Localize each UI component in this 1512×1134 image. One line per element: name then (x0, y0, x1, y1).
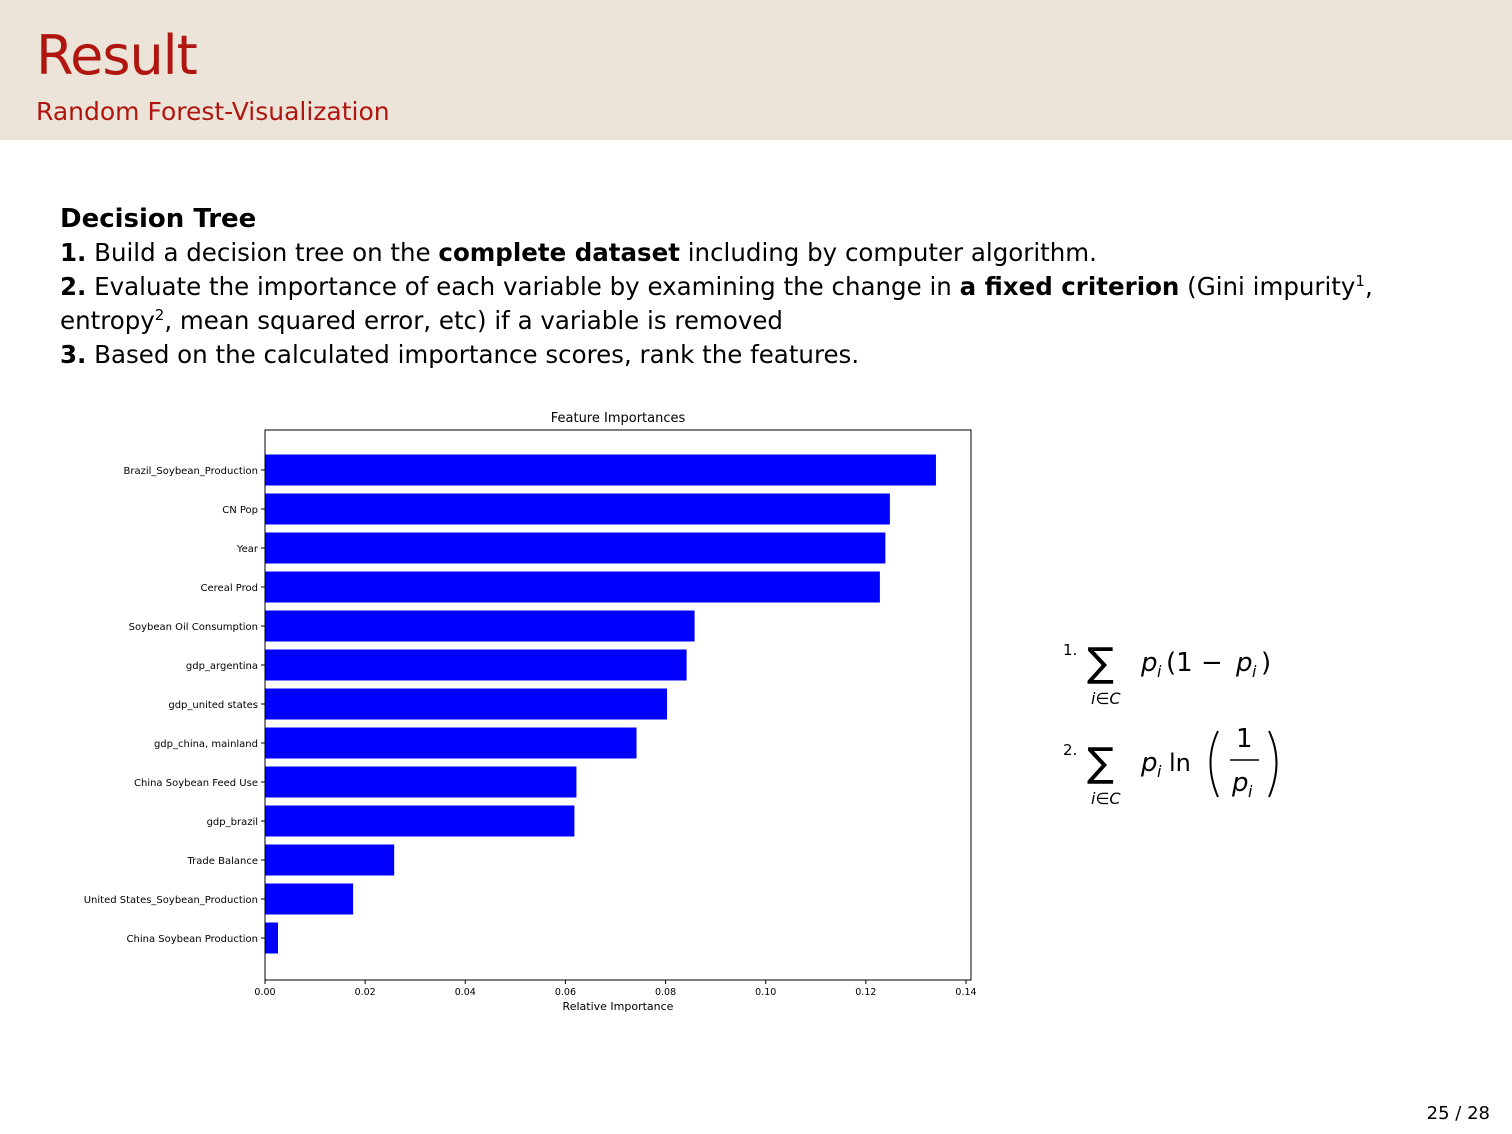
footnote-marker: 1 (1355, 271, 1365, 290)
y-tick-label: gdp_united states (168, 700, 258, 711)
item-text: entropy (60, 306, 155, 335)
formula-1-subscript2: i (1252, 662, 1257, 681)
item-bold-text: a fixed criterion (959, 272, 1180, 301)
formula-1-expr: (1 − (1166, 648, 1223, 678)
list-item-2: 2. Evaluate the importance of each varia… (60, 270, 1480, 338)
sum-symbol: ∑ (1087, 740, 1114, 786)
plot-frame (264, 429, 972, 981)
x-tick-label: 0.08 (655, 987, 676, 998)
y-tick-label: Trade Balance (187, 856, 258, 867)
formula-1-p2: p (1235, 648, 1253, 678)
bar (265, 571, 880, 603)
feature-importance-chart: Feature Importances Brazil_Soybean_Produc… (40, 398, 990, 1027)
formula-1-number: 1. (1063, 641, 1077, 659)
bar (265, 532, 886, 564)
y-tick-label: Brazil_Soybean_Production (124, 466, 258, 477)
formula-2-numerator: 1 (1236, 724, 1253, 754)
x-tick-label: 0.06 (555, 987, 576, 998)
item-bold-text: complete dataset (438, 238, 680, 267)
bar (265, 922, 279, 954)
x-axis-label: Relative Importance (563, 1000, 674, 1013)
x-tick-label: 0.10 (755, 987, 776, 998)
sum-symbol: ∑ (1087, 640, 1114, 686)
list-item-3: 3. Based on the calculated importance sc… (60, 338, 1480, 372)
formula-2-den-subscript: i (1248, 782, 1253, 801)
slide-title: Result (36, 24, 198, 87)
formula-2-subscript: i (1157, 762, 1162, 781)
chart-svg: Feature Importances Brazil_Soybean_Produc… (84, 411, 977, 1013)
bar (265, 454, 936, 486)
item-number: 2. (60, 272, 87, 301)
item-text: Based on the calculated importance score… (94, 340, 860, 369)
footnote-marker: 2 (154, 305, 165, 324)
right-paren (1268, 730, 1278, 798)
left-paren (1209, 730, 1219, 798)
y-tick-label: China Soybean Production (127, 934, 258, 945)
y-tick-label: CN Pop (222, 505, 258, 516)
y-tick-label: Soybean Oil Consumption (129, 622, 258, 633)
chart-title: Feature Importances (551, 411, 686, 426)
item-number: 3. (60, 340, 87, 369)
formula-2-p: p (1140, 748, 1158, 778)
formula-2-den-p: p (1231, 768, 1249, 798)
item-text: including by computer algorithm. (687, 238, 1097, 267)
y-tick-label: gdp_argentina (186, 661, 258, 672)
x-tick-label: 0.02 (355, 987, 376, 998)
slide-header: Result Random Forest-Visualization (0, 0, 1512, 140)
bar (265, 610, 695, 642)
y-tick-label: China Soybean Feed Use (134, 778, 258, 789)
slide-subtitle: Random Forest-Visualization (36, 97, 390, 126)
item-text: Evaluate the importance of each variable… (94, 272, 952, 301)
item-number: 1. (60, 238, 87, 267)
formula-1-close: ) (1261, 648, 1271, 678)
slide-content: Decision Tree 1. Build a decision tree o… (60, 202, 1480, 372)
y-tick-label: Year (236, 544, 259, 555)
item-text: , (1364, 272, 1373, 301)
list-item-1: 1. Build a decision tree on the complete… (60, 236, 1480, 270)
x-tick-label: 0.14 (955, 987, 976, 998)
item-text: (Gini impurity (1187, 272, 1356, 301)
bar (265, 649, 687, 681)
y-tick-label: gdp_china, mainland (154, 739, 258, 750)
bar (265, 805, 575, 837)
bar (265, 688, 668, 720)
formula-svg: 1. ∑ i∈C p i (1 − p i ) 2. ∑ i∈C p i ln … (1063, 640, 1278, 808)
x-tick-label: 0.00 (254, 987, 275, 998)
formula-1-p: p (1140, 648, 1158, 678)
section-heading: Decision Tree (60, 204, 257, 234)
sum-subscript: i∈C (1091, 689, 1121, 708)
sum-subscript: i∈C (1091, 789, 1121, 808)
formula-panel: 1. ∑ i∈C p i (1 − p i ) 2. ∑ i∈C p i ln … (1055, 625, 1355, 825)
formula-2-ln: ln (1169, 749, 1191, 777)
item-text: Build a decision tree on the (94, 238, 431, 267)
formula-1-subscript: i (1157, 662, 1162, 681)
formula-2-number: 2. (1063, 741, 1077, 759)
x-tick-label: 0.04 (455, 987, 476, 998)
y-tick-label: Cereal Prod (201, 583, 258, 594)
bar (265, 844, 395, 876)
x-tick-label: 0.12 (855, 987, 876, 998)
item-text: , mean squared error, etc) if a variable… (164, 306, 783, 335)
y-tick-label: gdp_brazil (207, 817, 258, 828)
bar (265, 493, 890, 525)
bar (265, 883, 354, 915)
y-tick-label: United States_Soybean_Production (84, 895, 258, 906)
bar (265, 727, 637, 759)
bar (265, 766, 577, 798)
page-number: 25 / 28 (1426, 1103, 1490, 1124)
